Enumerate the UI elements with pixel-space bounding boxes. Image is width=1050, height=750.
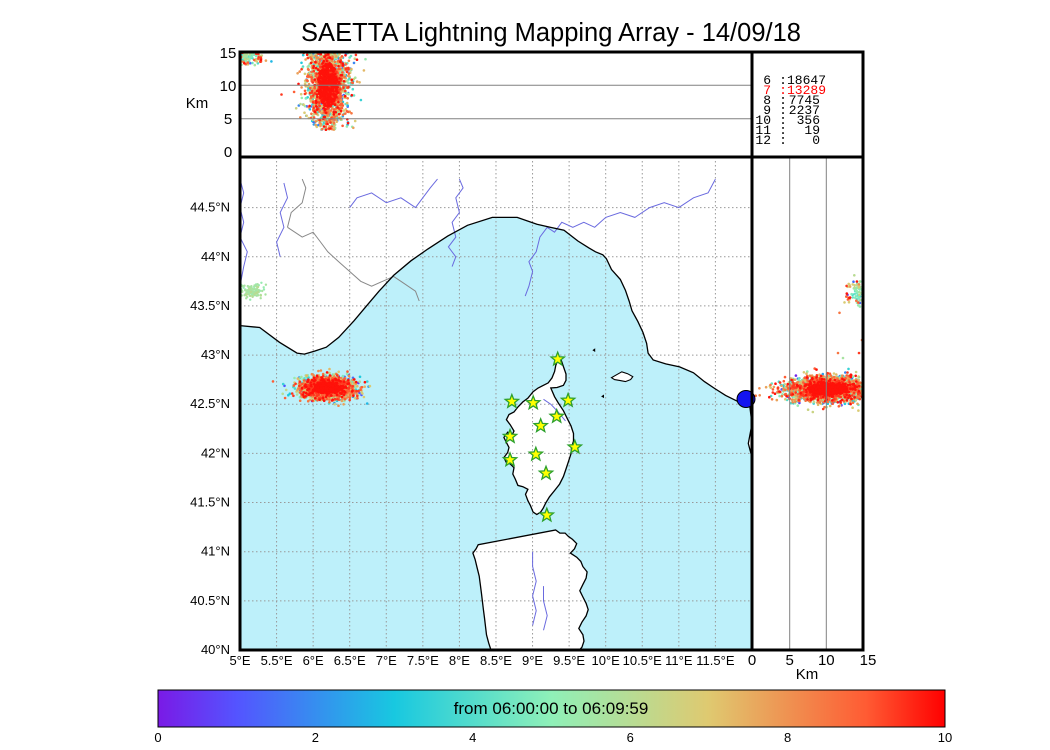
svg-text:15: 15	[220, 45, 237, 62]
svg-text:0: 0	[224, 144, 232, 161]
svg-text:SAETTA Lightning Mapping Array: SAETTA Lightning Mapping Array - 14/09/1…	[301, 19, 801, 47]
svg-text:Km: Km	[186, 95, 209, 112]
svg-text:5: 5	[224, 111, 232, 128]
svg-text:0: 0	[812, 133, 820, 148]
svg-text::: :	[779, 133, 787, 148]
svg-text:10: 10	[220, 78, 237, 95]
svg-text:12: 12	[755, 133, 771, 148]
